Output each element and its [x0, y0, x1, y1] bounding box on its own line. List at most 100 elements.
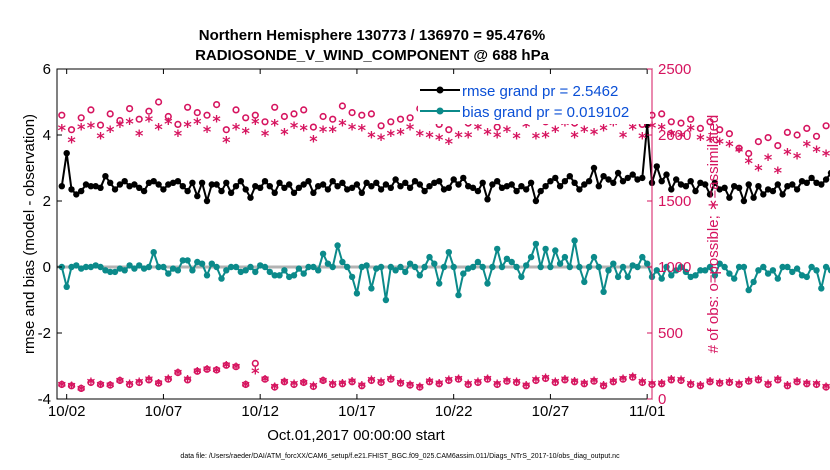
bias-point — [165, 270, 172, 277]
x-tick-label: 11/01 — [629, 403, 665, 420]
bottom_assimilated-point: * — [387, 371, 396, 390]
assimilated-point: * — [619, 127, 628, 146]
bottom_possible-point — [106, 381, 114, 389]
assimilated-point: * — [435, 130, 444, 149]
bottom_assimilated-point: * — [77, 381, 86, 400]
bias-point — [716, 260, 723, 267]
bottom_possible-point — [483, 375, 492, 383]
bottom_assimilated-point: * — [812, 376, 821, 395]
assimilated-point: * — [493, 127, 502, 146]
rmse-point — [489, 181, 496, 188]
assimilated-point: * — [754, 160, 763, 179]
rmse-point — [242, 186, 249, 193]
bottom_assimilated-point: * — [261, 372, 270, 391]
rmse-point — [126, 183, 133, 190]
bottom_possible-point — [745, 377, 753, 385]
assimilated-point: * — [164, 114, 173, 133]
bottom_possible-point — [396, 379, 405, 387]
rmse-point — [377, 186, 385, 193]
rmse-point — [460, 174, 467, 182]
bottom_assimilated-point: * — [222, 358, 231, 377]
bias-point — [793, 265, 801, 272]
bias-point — [764, 270, 772, 277]
bottom_possible-point — [629, 373, 637, 381]
rmse-point — [634, 176, 641, 183]
bias-point — [822, 263, 830, 271]
possible-point — [203, 111, 211, 119]
bottom_assimilated-point: * — [145, 372, 154, 391]
rmse-point — [406, 184, 414, 191]
assimilated-point: * — [396, 125, 405, 144]
bottom_possible-point — [551, 378, 559, 387]
assimilated-point: * — [793, 148, 802, 167]
assimilated-point: * — [677, 127, 686, 146]
y-right-tick-label: 1500 — [658, 193, 691, 210]
bottom_possible-point — [329, 380, 337, 389]
bottom_assimilated-point: * — [551, 374, 560, 393]
possible-point — [377, 122, 385, 130]
rmse-point — [189, 179, 196, 186]
possible-point — [67, 126, 76, 134]
rmse-point — [431, 179, 438, 186]
bias-point — [731, 275, 738, 282]
assimilated-point: * — [629, 119, 638, 138]
bottom_assimilated-point: * — [735, 376, 744, 395]
rmse-point — [566, 173, 573, 180]
assimilated-point: * — [212, 112, 221, 131]
rmse-point — [111, 186, 119, 193]
rmse-point — [619, 178, 627, 185]
rmse-point — [687, 178, 694, 185]
rmse-point — [793, 186, 801, 193]
rmse-point — [711, 179, 719, 186]
bias-point — [194, 258, 201, 266]
assimilated-point: * — [425, 127, 434, 146]
rmse-point — [223, 179, 230, 186]
bias-point — [750, 278, 757, 286]
bias-point — [469, 263, 477, 271]
bottom_assimilated-point: * — [271, 379, 280, 398]
bottom_assimilated-point: * — [580, 376, 589, 395]
assimilated-point: * — [377, 130, 386, 149]
bias-point — [735, 263, 743, 271]
bias-point — [465, 265, 472, 272]
bias-point — [445, 249, 452, 256]
possible-point — [696, 124, 705, 132]
rmse-point — [107, 179, 114, 186]
bottom_possible-point — [367, 376, 376, 385]
bias-point — [223, 267, 230, 274]
bias-point — [310, 263, 317, 271]
assimilated-point: * — [67, 133, 76, 152]
rmse-point — [735, 184, 743, 191]
rmse-point — [523, 186, 530, 193]
rmse-point — [784, 183, 791, 190]
rmse-point — [556, 183, 564, 190]
possible-point — [358, 111, 366, 119]
rmse-point — [653, 163, 660, 170]
y-left-tick-label: 6 — [43, 61, 51, 78]
assimilated-point: * — [77, 119, 86, 138]
rmse-point — [416, 181, 423, 188]
bottom_possible-point — [309, 382, 318, 391]
bias-point — [498, 263, 506, 271]
bias-point — [813, 267, 820, 274]
bottom_assimilated-point: * — [116, 373, 125, 392]
rmse-point — [494, 178, 501, 185]
bottom_assimilated-point: * — [696, 378, 705, 397]
rmse-point — [624, 174, 631, 182]
rmse-point — [208, 181, 215, 188]
possible-point — [387, 118, 395, 126]
possible-point — [319, 112, 327, 121]
assimilated-point: * — [290, 118, 299, 137]
bottom_possible-point — [512, 378, 521, 387]
bias-point — [624, 273, 631, 281]
bottom_assimilated-point: * — [522, 378, 531, 397]
rmse-point — [198, 179, 206, 186]
bottom_possible-point — [338, 380, 347, 388]
bottom_possible-point — [570, 378, 579, 386]
bias-point — [581, 278, 588, 286]
bias-point — [368, 285, 375, 292]
bottom_possible-point — [822, 383, 830, 391]
rmse-point — [808, 174, 815, 182]
possible-point — [271, 103, 279, 111]
bottom_assimilated-point: * — [203, 362, 212, 381]
